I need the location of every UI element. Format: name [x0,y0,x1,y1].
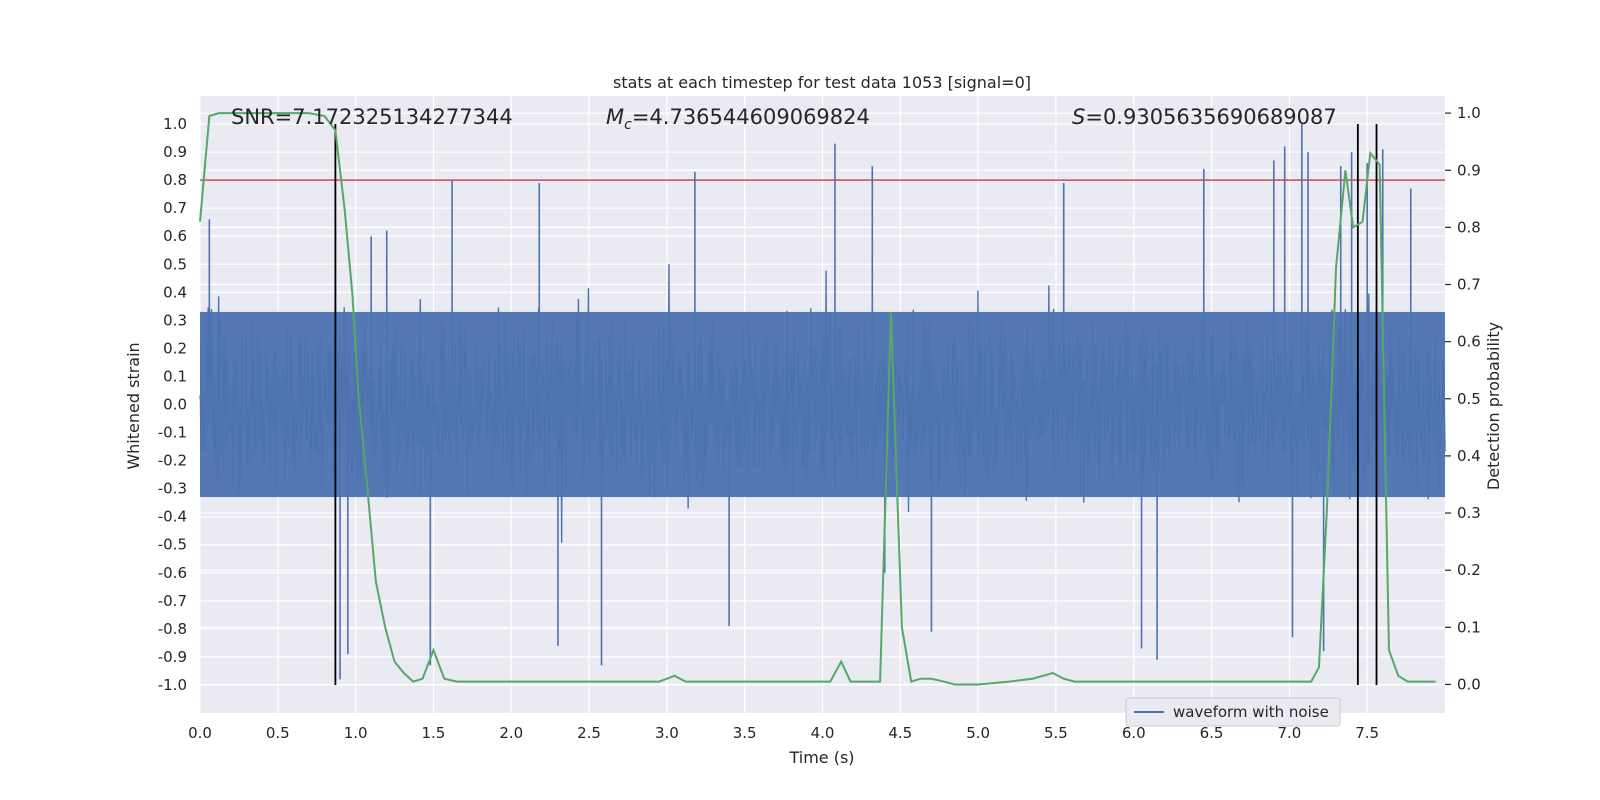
x-tick-label-14: 7.0 [1277,724,1301,742]
y-left-tick-label-3: 0.7 [163,199,187,217]
y-right-tick-label-7: 0.3 [1457,504,1481,522]
x-tick-label-12: 6.0 [1122,724,1146,742]
y-left-tick-label-8: 0.2 [163,339,187,357]
x-tick-label-8: 4.0 [811,724,835,742]
y-right-tick-label-8: 0.2 [1457,561,1481,579]
y-left-tick-label-12: -0.2 [158,452,187,470]
y-left-tick-label-6: 0.4 [163,283,187,301]
x-axis-ticks: 0.0 0.5 1.0 1.5 2.0 2.5 3.0 3.5 4.0 4.5 5.0 5.5 6.0 6… [188,724,1379,742]
x-tick-label-5: 2.5 [577,724,601,742]
mc-subscript: c [624,117,632,133]
y-right-tick-label-10: 0.0 [1457,675,1481,693]
x-tick-label-4: 2.0 [499,724,523,742]
y-right-axis-label: Detection probability [1484,322,1503,490]
legend: waveform with noise [1125,697,1341,727]
y-right-tick-label-9: 0.1 [1457,618,1481,636]
y-right-tick-label-5: 0.5 [1457,390,1481,408]
y-left-axis-ticks: 1.0 0.9 0.8 0.7 0.6 0.5 0.4 0.3 0.2 0.1 0.0 -0.1 -0.… [158,115,187,694]
y-left-tick-label-17: -0.7 [158,592,187,610]
y-right-tick-label-1: 0.9 [1457,161,1481,179]
y-left-tick-label-20: -1.0 [158,676,187,694]
s-annotation: S=0.9305635690689087 [1072,105,1337,129]
y-left-tick-label-16: -0.6 [158,564,187,582]
y-right-tick-label-4: 0.6 [1457,333,1481,351]
y-right-axis-ticks: 1.0 0.9 0.8 0.7 0.6 0.5 0.4 0.3 0.2 0.1 0.0 [1445,104,1481,693]
y-left-tick-label-18: -0.8 [158,620,187,638]
y-left-tick-label-19: -0.9 [158,648,187,666]
y-left-tick-label-15: -0.5 [158,536,187,554]
y-left-tick-label-11: -0.1 [158,424,187,442]
y-right-tick-label-3: 0.7 [1457,276,1481,294]
waveform-dense-band [200,311,1445,498]
mc-value: =4.736544609069824 [632,105,870,129]
y-left-tick-label-7: 0.3 [163,311,187,329]
y-left-axis-label: Whitened strain [124,342,143,469]
y-left-tick-label-0: 1.0 [163,115,187,133]
probability-series [199,112,1436,686]
x-tick-label-3: 1.5 [422,724,446,742]
y-left-tick-label-1: 0.9 [163,143,187,161]
mc-symbol: M [606,105,624,129]
y-left-tick-label-9: 0.1 [163,367,187,385]
x-tick-label-7: 3.5 [733,724,757,742]
x-tick-label-1: 0.5 [266,724,290,742]
s-symbol: S [1072,105,1085,129]
chart-title: stats at each timestep for test data 105… [613,73,1031,92]
x-tick-label-11: 5.5 [1044,724,1068,742]
y-left-tick-label-4: 0.6 [163,227,187,245]
x-tick-label-2: 1.0 [344,724,368,742]
y-right-tick-label-6: 0.4 [1457,447,1481,465]
x-tick-label-15: 7.5 [1355,724,1379,742]
vertical-markers [334,124,1378,685]
x-tick-label-13: 6.5 [1200,724,1224,742]
y-right-tick-label-2: 0.8 [1457,218,1481,236]
x-tick-label-6: 3.0 [655,724,679,742]
y-left-tick-label-10: 0.0 [163,396,187,414]
x-tick-label-10: 5.0 [966,724,990,742]
waveform-series [199,124,1446,680]
s-value: =0.9305635690689087 [1085,105,1336,129]
x-tick-label-0: 0.0 [188,724,212,742]
probability-line [199,112,1436,686]
legend-label-waveform: waveform with noise [1173,703,1329,721]
y-left-tick-label-13: -0.3 [158,480,187,498]
y-left-tick-label-14: -0.4 [158,508,187,526]
y-left-tick-label-5: 0.5 [163,255,187,273]
legend-box [1125,697,1341,727]
snr-annotation: SNR=7.172325134277344 [231,105,513,129]
x-axis-label: Time (s) [788,748,854,767]
y-right-tick-label-0: 1.0 [1457,104,1481,122]
y-left-tick-label-2: 0.8 [163,171,187,189]
mc-annotation: Mc=4.736544609069824 [606,105,870,133]
x-tick-label-9: 4.5 [888,724,912,742]
